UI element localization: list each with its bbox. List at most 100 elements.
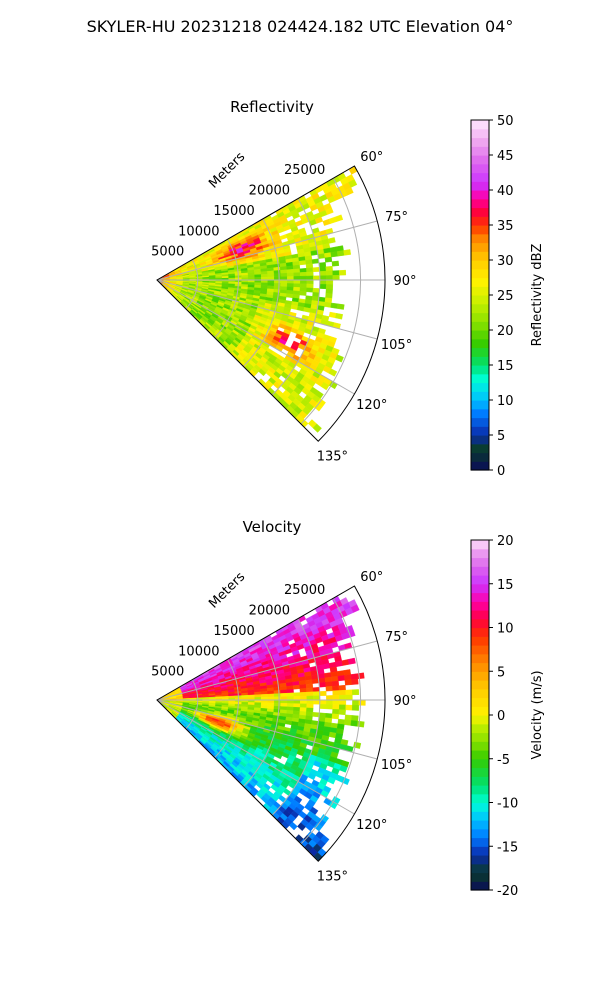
field-cell xyxy=(293,692,301,697)
colorbar-tick-label: -5 xyxy=(497,753,510,768)
colorbar-tick-label: 5 xyxy=(497,665,505,680)
colorbar-step xyxy=(471,286,489,296)
angle-tick-label: 105° xyxy=(381,338,412,353)
field-cell xyxy=(318,682,327,688)
field-cell xyxy=(341,659,350,666)
field-cell xyxy=(273,270,281,275)
colorbar-tick-label: 20 xyxy=(497,324,514,339)
colorbar-tick-label: -20 xyxy=(497,884,518,899)
field-cell xyxy=(352,699,360,706)
colorbar-step xyxy=(471,618,489,629)
field-cell xyxy=(356,672,365,680)
field-cell xyxy=(306,267,314,273)
range-ring xyxy=(185,259,199,310)
field-cell xyxy=(280,272,288,277)
field-cell xyxy=(297,822,306,832)
field-cell xyxy=(284,720,293,726)
field-cell xyxy=(286,692,294,697)
field-cell xyxy=(325,685,333,692)
colorbar-step xyxy=(471,435,489,445)
colorbar-tick-label: 50 xyxy=(497,114,514,129)
field-cell xyxy=(267,690,275,695)
field-cell xyxy=(306,699,314,705)
radial-tick-label: 15000 xyxy=(213,204,254,219)
azimuth-line xyxy=(156,640,378,701)
colorbar-step xyxy=(471,820,489,830)
colorbar-step xyxy=(471,461,489,471)
colorbar-tick-label: 25 xyxy=(497,289,514,304)
reflectivity-grid xyxy=(156,165,386,442)
field-cell xyxy=(336,303,345,310)
azimuth-line xyxy=(156,279,378,340)
angle-tick-label: 75° xyxy=(385,630,408,645)
field-cell xyxy=(324,256,333,263)
colorbar-step xyxy=(471,155,489,165)
colorbar-step xyxy=(471,566,489,576)
field-cell xyxy=(293,696,301,701)
field-cell xyxy=(280,276,288,281)
colorbar-step xyxy=(471,452,489,462)
field-cell xyxy=(280,283,288,288)
colorbar-step xyxy=(471,268,489,279)
radial-tick-label: 25000 xyxy=(284,583,325,598)
colorbar-step xyxy=(471,391,489,401)
field-cell xyxy=(344,719,352,726)
field-cell xyxy=(331,260,340,267)
field-cell xyxy=(247,694,255,698)
field-cell xyxy=(299,703,307,709)
field-cell xyxy=(344,714,353,721)
field-cell xyxy=(254,694,262,698)
field-cell xyxy=(293,699,301,704)
colorbar-step xyxy=(471,688,489,699)
reflectivity-colorbar-label: Reflectivity dBZ xyxy=(530,244,545,347)
colorbar-step xyxy=(471,137,489,147)
field-cell xyxy=(331,680,340,687)
field-cell xyxy=(332,685,340,692)
field-cell xyxy=(344,679,353,686)
range-ring xyxy=(214,659,239,758)
colorbar-step xyxy=(471,373,489,384)
field-cell xyxy=(319,690,327,696)
field-cell xyxy=(319,266,327,272)
colorbar-step xyxy=(471,627,489,637)
radial-tick-label: 25000 xyxy=(284,163,325,178)
radial-tick-label: 20000 xyxy=(249,604,290,619)
radial-tick-label: 5000 xyxy=(151,665,184,680)
field-cell xyxy=(300,279,308,285)
field-cell xyxy=(338,689,347,696)
field-cell xyxy=(299,684,307,689)
colorbar-step xyxy=(471,741,489,751)
field-cell xyxy=(345,704,353,711)
field-cell xyxy=(331,713,340,720)
colorbar-step xyxy=(471,347,489,357)
colorbar-step xyxy=(471,855,489,865)
field-cell xyxy=(280,692,288,697)
field-cell xyxy=(286,689,294,694)
azimuth-line xyxy=(156,699,378,760)
field-cell xyxy=(358,699,366,706)
field-cell xyxy=(267,270,275,275)
field-cell xyxy=(312,691,321,697)
colorbar-step xyxy=(471,575,489,585)
figure-title: SKYLER-HU 20231218 024424.182 UTC Elevat… xyxy=(87,17,514,36)
radial-tick-label: 15000 xyxy=(213,624,254,639)
colorbar-step xyxy=(471,312,489,322)
colorbar-step xyxy=(471,207,489,217)
field-cell xyxy=(286,703,294,708)
field-cell xyxy=(285,293,294,299)
velocity-radial-label: Meters xyxy=(206,569,248,611)
azimuth-line xyxy=(156,220,378,281)
field-cell xyxy=(292,264,301,270)
field-cell xyxy=(327,776,336,785)
field-cell xyxy=(299,688,307,693)
colorbar-step xyxy=(471,837,489,847)
field-cell xyxy=(306,695,314,701)
field-cell xyxy=(274,752,283,760)
colorbar-tick-label: 10 xyxy=(497,622,514,637)
field-cell xyxy=(319,275,327,281)
field-cell xyxy=(299,691,307,697)
field-cell xyxy=(347,657,356,665)
colorbar-step xyxy=(471,758,489,769)
colorbar-tick-label: 35 xyxy=(497,219,514,234)
